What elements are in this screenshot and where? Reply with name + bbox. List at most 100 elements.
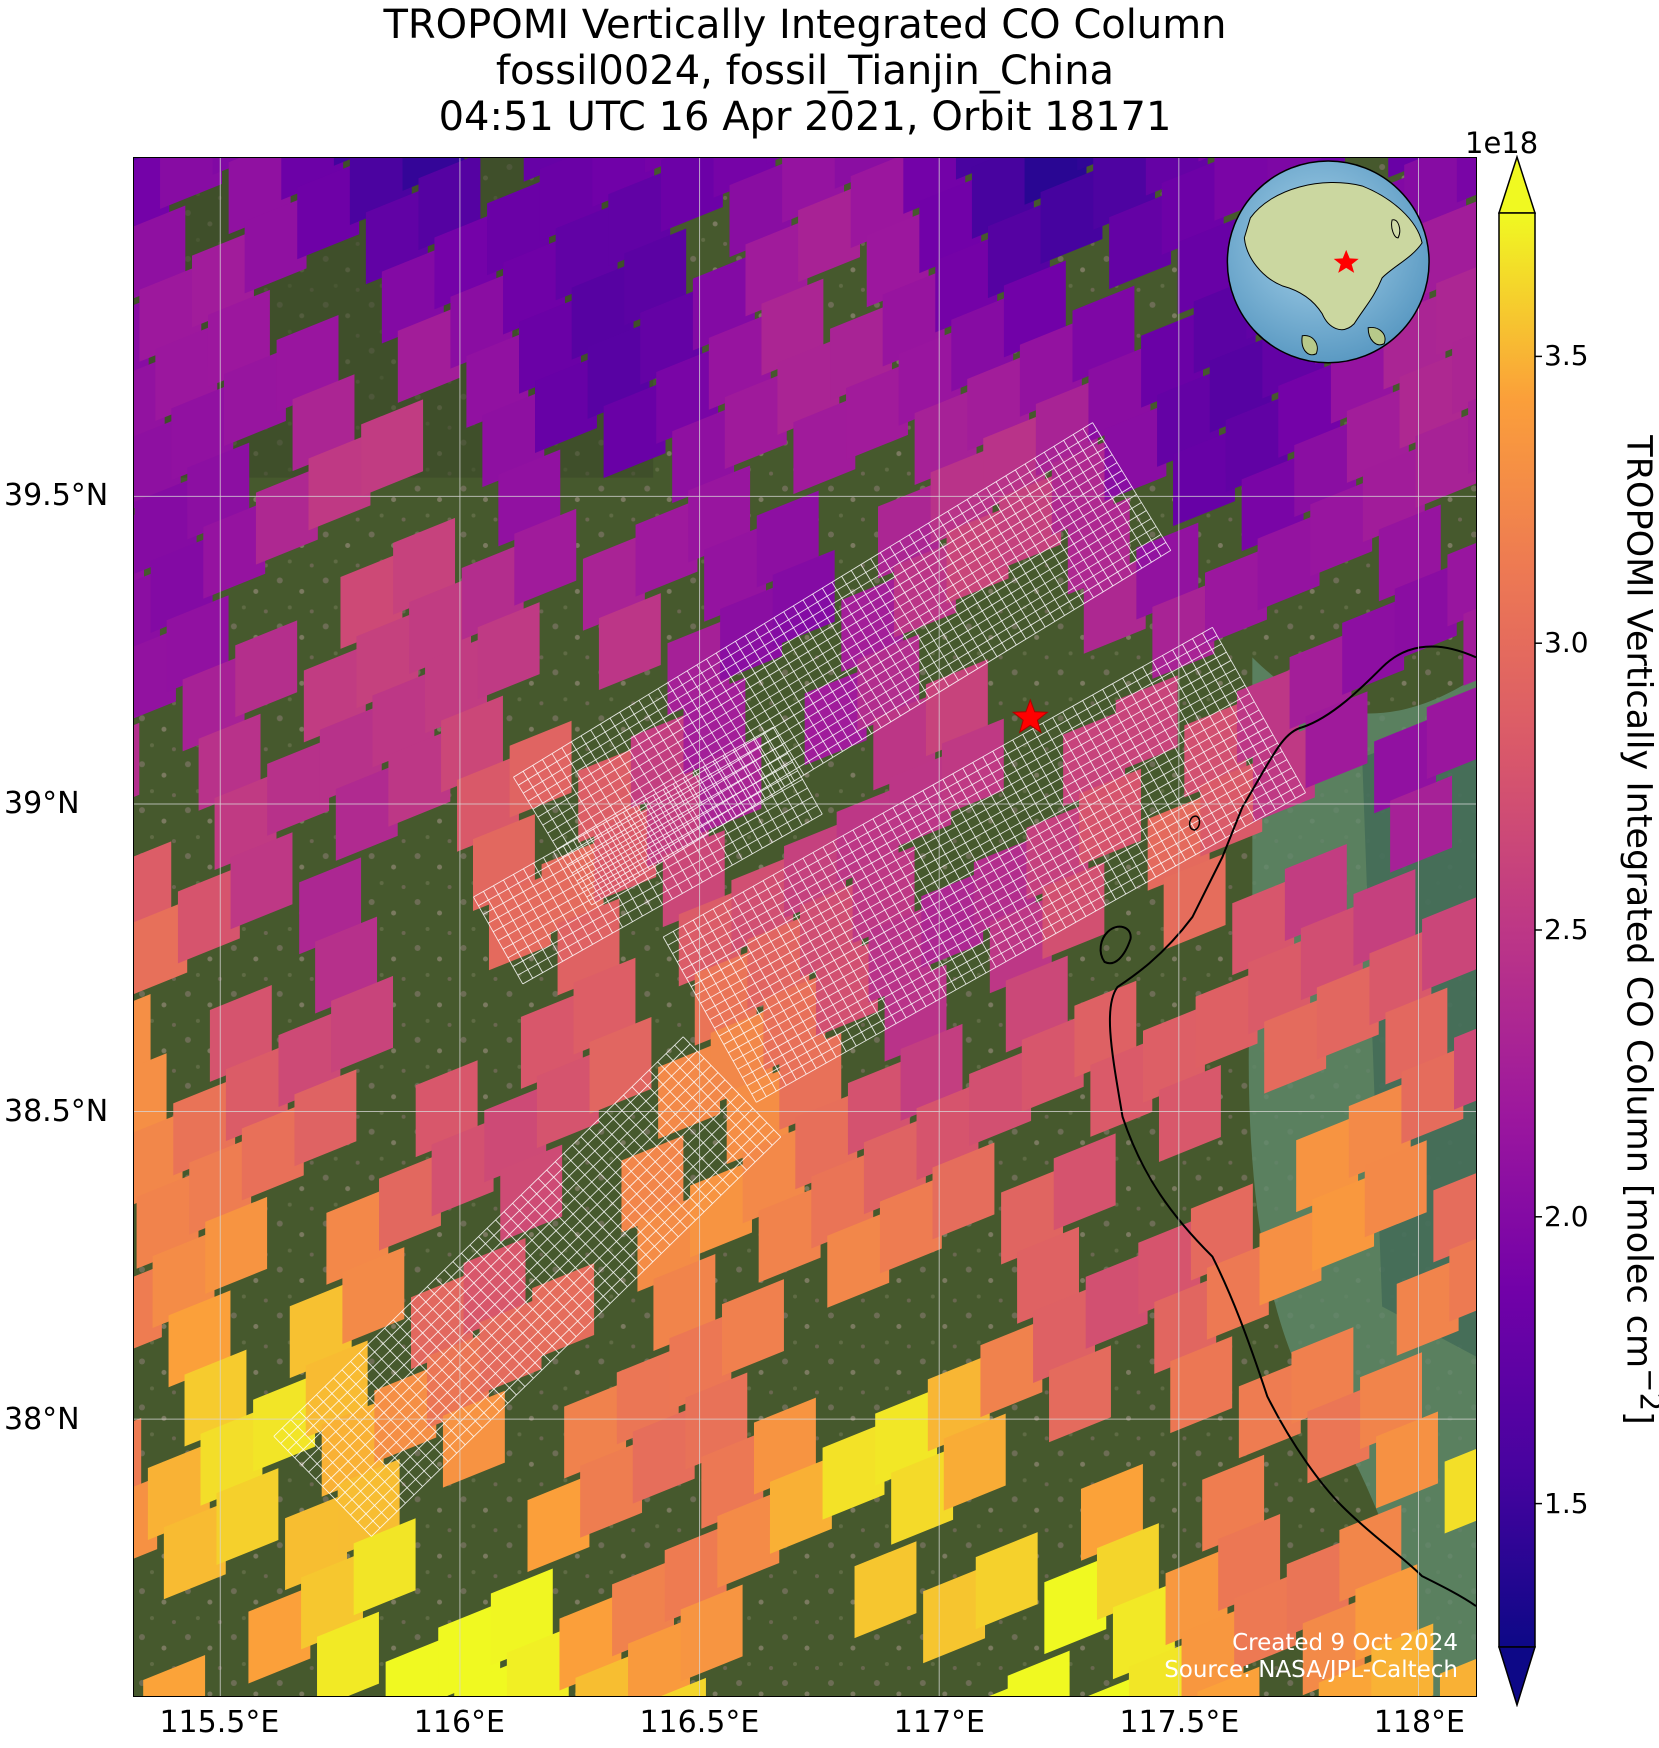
co-pixel — [134, 1265, 162, 1363]
co-pixel — [1394, 563, 1457, 661]
co-pixel — [827, 1210, 890, 1308]
co-pixel — [1238, 1361, 1301, 1459]
x-tick-label: 115.5°E — [159, 1705, 280, 1740]
co-pixel — [793, 397, 856, 495]
co-pixel — [1021, 1014, 1084, 1112]
co-pixel — [1449, 1224, 1476, 1322]
co-pixel — [1170, 1336, 1233, 1434]
footprint-line — [581, 534, 1162, 890]
footprint-line — [322, 1086, 733, 1487]
footprint-line — [315, 1079, 726, 1480]
x-tick-label: 117.5°E — [1119, 1705, 1240, 1740]
footprint-line — [704, 701, 1255, 1012]
footprint-line — [728, 742, 1278, 1054]
inset-star-icon — [1333, 249, 1359, 273]
co-pixel — [580, 1440, 643, 1538]
co-pixel — [1447, 529, 1476, 627]
co-pixel — [235, 620, 298, 718]
co-pixel — [1158, 1065, 1221, 1162]
footprint-line — [497, 770, 798, 941]
co-pixel — [532, 1263, 595, 1361]
footprint-line — [473, 726, 774, 898]
footprint-line — [718, 726, 1269, 1037]
colorbar-tick-label: 3.0 — [1544, 626, 1589, 660]
footprint-line — [672, 643, 1222, 954]
co-pixel — [361, 399, 424, 497]
co-pixel — [1318, 1657, 1381, 1696]
footprint-line — [751, 784, 1302, 1095]
co-pixel — [353, 1518, 416, 1616]
co-pixel — [717, 1491, 780, 1588]
co-pixel — [1436, 258, 1476, 356]
y-tick-label: 39°N — [4, 785, 80, 821]
footprint-line — [350, 1115, 761, 1516]
co-pixel — [1452, 317, 1476, 415]
graticule — [134, 158, 1476, 1696]
footprint-line — [483, 744, 784, 915]
footprint-line — [566, 510, 1147, 866]
co-pixel — [509, 720, 572, 818]
footprint-line — [522, 438, 1103, 794]
co-pixel — [477, 602, 540, 700]
footprint-line — [492, 761, 793, 933]
co-pixel — [1364, 1140, 1427, 1238]
footprint-line — [518, 430, 1098, 786]
footprint-line — [676, 651, 1227, 963]
co-pixel — [975, 1532, 1038, 1630]
title-line-2: fossil0024, fossil_Tianjin_China — [495, 48, 1115, 94]
footprint-line — [709, 709, 1260, 1021]
co-pixel — [317, 1611, 379, 1696]
co-pixel — [160, 158, 222, 210]
co-pixel — [1205, 547, 1267, 645]
colorbar — [1498, 155, 1542, 1707]
co-pixel — [969, 1049, 1032, 1146]
footprint-line — [527, 446, 1108, 802]
co-pixel — [1415, 411, 1476, 508]
co-pixel — [297, 162, 360, 260]
co-pixel — [1234, 1573, 1297, 1671]
co-pixel — [1454, 1012, 1476, 1110]
footprint-line — [287, 1050, 698, 1451]
co-pixel — [722, 1279, 784, 1377]
title-line-3: 04:51 UTC 16 Apr 2021, Orbit 18171 — [438, 94, 1172, 140]
map-canvas[interactable] — [134, 158, 1476, 1696]
co-pixel — [230, 832, 293, 930]
footprint-line — [742, 767, 1292, 1078]
co-pixel — [589, 1016, 652, 1114]
co-pixel — [1042, 862, 1105, 960]
footprint-line — [746, 775, 1297, 1087]
co-pixel — [143, 1654, 206, 1696]
co-pixel — [454, 1661, 517, 1696]
colorbar-tick-label: 2.0 — [1544, 1199, 1589, 1233]
footprint-line — [301, 1065, 712, 1466]
co-pixel — [1316, 962, 1379, 1060]
colorbar-tick-label: 3.5 — [1544, 339, 1589, 373]
footprint-line — [371, 1136, 782, 1537]
footprint-line — [478, 735, 779, 907]
co-pixel — [203, 501, 266, 599]
footprint-line — [662, 626, 1213, 938]
map-panel[interactable]: Created 9 Oct 2024 Source: NASA/JPL-Calt… — [133, 157, 1477, 1697]
footprint-line — [513, 422, 1093, 778]
co-pixel — [1422, 894, 1476, 992]
co-pixel — [941, 718, 1004, 816]
co-pixel — [1152, 581, 1215, 679]
x-tick-label: 117°E — [893, 1705, 985, 1740]
footprint-line — [586, 542, 1167, 898]
footprint-line — [364, 1129, 775, 1530]
inset-globe[interactable] — [1226, 160, 1430, 364]
co-pixel — [514, 508, 577, 606]
co-pixel — [1040, 167, 1103, 265]
co-pixel — [488, 873, 551, 971]
footprint-line — [357, 1122, 768, 1523]
co-pixel — [223, 349, 286, 447]
co-pixel — [1439, 1648, 1476, 1696]
footprint-line — [681, 660, 1232, 971]
footprint-line — [343, 1108, 754, 1509]
co-pixel — [177, 866, 240, 964]
target-star-marker[interactable] — [1011, 698, 1049, 734]
co-pixel — [798, 185, 861, 283]
colorbar-min-extend — [1498, 1646, 1537, 1707]
co-pixel — [331, 975, 394, 1073]
co-pixel — [1342, 597, 1405, 695]
